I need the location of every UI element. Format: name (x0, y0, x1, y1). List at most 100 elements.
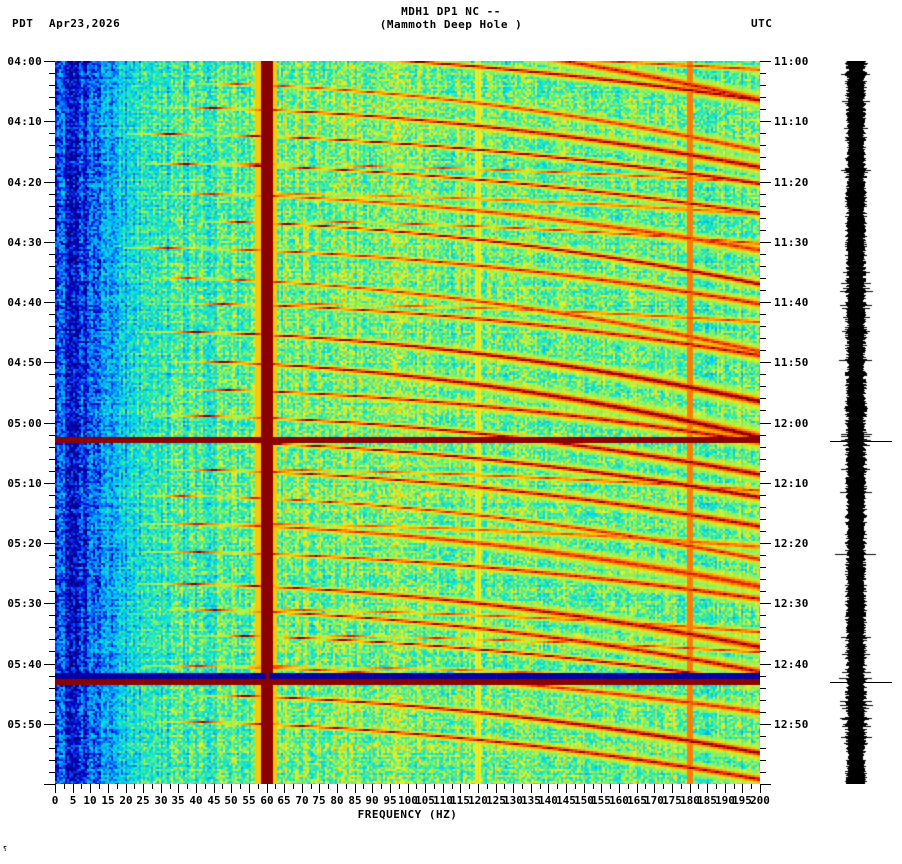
freq-tick-major (302, 784, 303, 793)
freq-tick-label: 105 (415, 794, 435, 807)
freq-tick-major (108, 784, 109, 793)
time-tick-minor (49, 374, 55, 375)
freq-tick-minor (645, 784, 646, 789)
freq-tick-label: 125 (486, 794, 506, 807)
freq-tick-minor (487, 784, 488, 789)
time-tick-minor (760, 145, 766, 146)
freq-tick-minor (99, 784, 100, 789)
freq-tick-major (460, 784, 461, 793)
freq-tick-minor (170, 784, 171, 789)
time-tick-minor (760, 314, 766, 315)
time-tick-minor (760, 326, 766, 327)
freq-tick-minor (663, 784, 664, 789)
freq-tick-minor (240, 784, 241, 789)
time-tick-minor (760, 651, 766, 652)
time-tick-minor (760, 133, 766, 134)
freq-tick-major (425, 784, 426, 793)
time-tick-minor (760, 338, 766, 339)
time-tick-major (44, 483, 55, 484)
freq-tick-major (566, 784, 567, 793)
time-tick-minor (49, 471, 55, 472)
time-tick-label: 12:00 (774, 417, 809, 430)
time-tick-major (44, 302, 55, 303)
freq-tick-major (408, 784, 409, 793)
time-tick-minor (760, 194, 766, 195)
freq-tick-minor (452, 784, 453, 789)
time-tick-minor (49, 206, 55, 207)
time-tick-minor (760, 206, 766, 207)
time-tick-minor (49, 314, 55, 315)
freq-tick-minor (698, 784, 699, 789)
freq-tick-label: 30 (154, 794, 168, 807)
time-tick-minor (760, 73, 766, 74)
time-tick-minor (49, 145, 55, 146)
freq-tick-minor (222, 784, 223, 789)
time-tick-major (760, 61, 771, 62)
freq-tick-minor (346, 784, 347, 789)
time-tick-minor (760, 435, 766, 436)
freq-tick-major (196, 784, 197, 793)
time-tick-major (44, 724, 55, 725)
spectrogram-heatmap (55, 61, 760, 784)
time-tick-minor (49, 519, 55, 520)
time-tick-minor (760, 266, 766, 267)
time-tick-minor (760, 531, 766, 532)
time-tick-minor (760, 97, 766, 98)
time-tick-minor (760, 495, 766, 496)
spectrogram-plot[interactable] (55, 61, 760, 784)
freq-tick-label: 110 (433, 794, 453, 807)
time-tick-minor (49, 459, 55, 460)
time-tick-minor (49, 194, 55, 195)
time-axis-pdt: 04:00 04:10 04:20 04:30 04:40 04:50 05:00 05:10… (0, 55, 55, 785)
freq-tick-label: 15 (101, 794, 115, 807)
time-tick-major (44, 664, 55, 665)
freq-tick-label: 45 (207, 794, 221, 807)
time-tick-label: 11:10 (774, 115, 809, 128)
trace-time-mark (830, 682, 892, 683)
time-tick-label: 05:10 (7, 477, 42, 490)
time-tick-major (44, 61, 55, 62)
freq-tick-major (161, 784, 162, 793)
time-tick-label: 04:00 (7, 55, 42, 68)
time-tick-label: 11:50 (774, 356, 809, 369)
time-tick-minor (49, 591, 55, 592)
freq-tick-label: 50 (224, 794, 238, 807)
freq-tick-label: 40 (189, 794, 203, 807)
time-tick-minor (49, 326, 55, 327)
freq-tick-minor (381, 784, 382, 789)
freq-tick-major (178, 784, 179, 793)
freq-tick-minor (593, 784, 594, 789)
time-tick-minor (760, 350, 766, 351)
freq-tick-major (548, 784, 549, 793)
seismogram-trace (820, 61, 902, 784)
freq-tick-major (584, 784, 585, 793)
time-tick-minor (49, 531, 55, 532)
time-tick-minor (760, 85, 766, 86)
time-tick-minor (760, 700, 766, 701)
time-tick-minor (49, 651, 55, 652)
freq-tick-minor (311, 784, 312, 789)
time-tick-minor (49, 157, 55, 158)
freq-tick-minor (134, 784, 135, 789)
time-tick-minor (760, 627, 766, 628)
freq-tick-minor (399, 784, 400, 789)
time-tick-minor (49, 736, 55, 737)
time-tick-major (760, 543, 771, 544)
freq-tick-major (496, 784, 497, 793)
time-tick-minor (49, 760, 55, 761)
freq-tick-label: 10 (83, 794, 97, 807)
time-tick-label: 04:10 (7, 115, 42, 128)
freq-tick-major (73, 784, 74, 793)
time-tick-major (760, 302, 771, 303)
freq-tick-label: 170 (644, 794, 664, 807)
time-tick-minor (49, 73, 55, 74)
freq-tick-label: 90 (365, 794, 379, 807)
time-tick-minor (49, 555, 55, 556)
time-tick-minor (49, 85, 55, 86)
time-tick-minor (49, 109, 55, 110)
freq-tick-minor (117, 784, 118, 789)
freq-tick-minor (557, 784, 558, 789)
time-tick-minor (49, 615, 55, 616)
freq-tick-label: 135 (521, 794, 541, 807)
